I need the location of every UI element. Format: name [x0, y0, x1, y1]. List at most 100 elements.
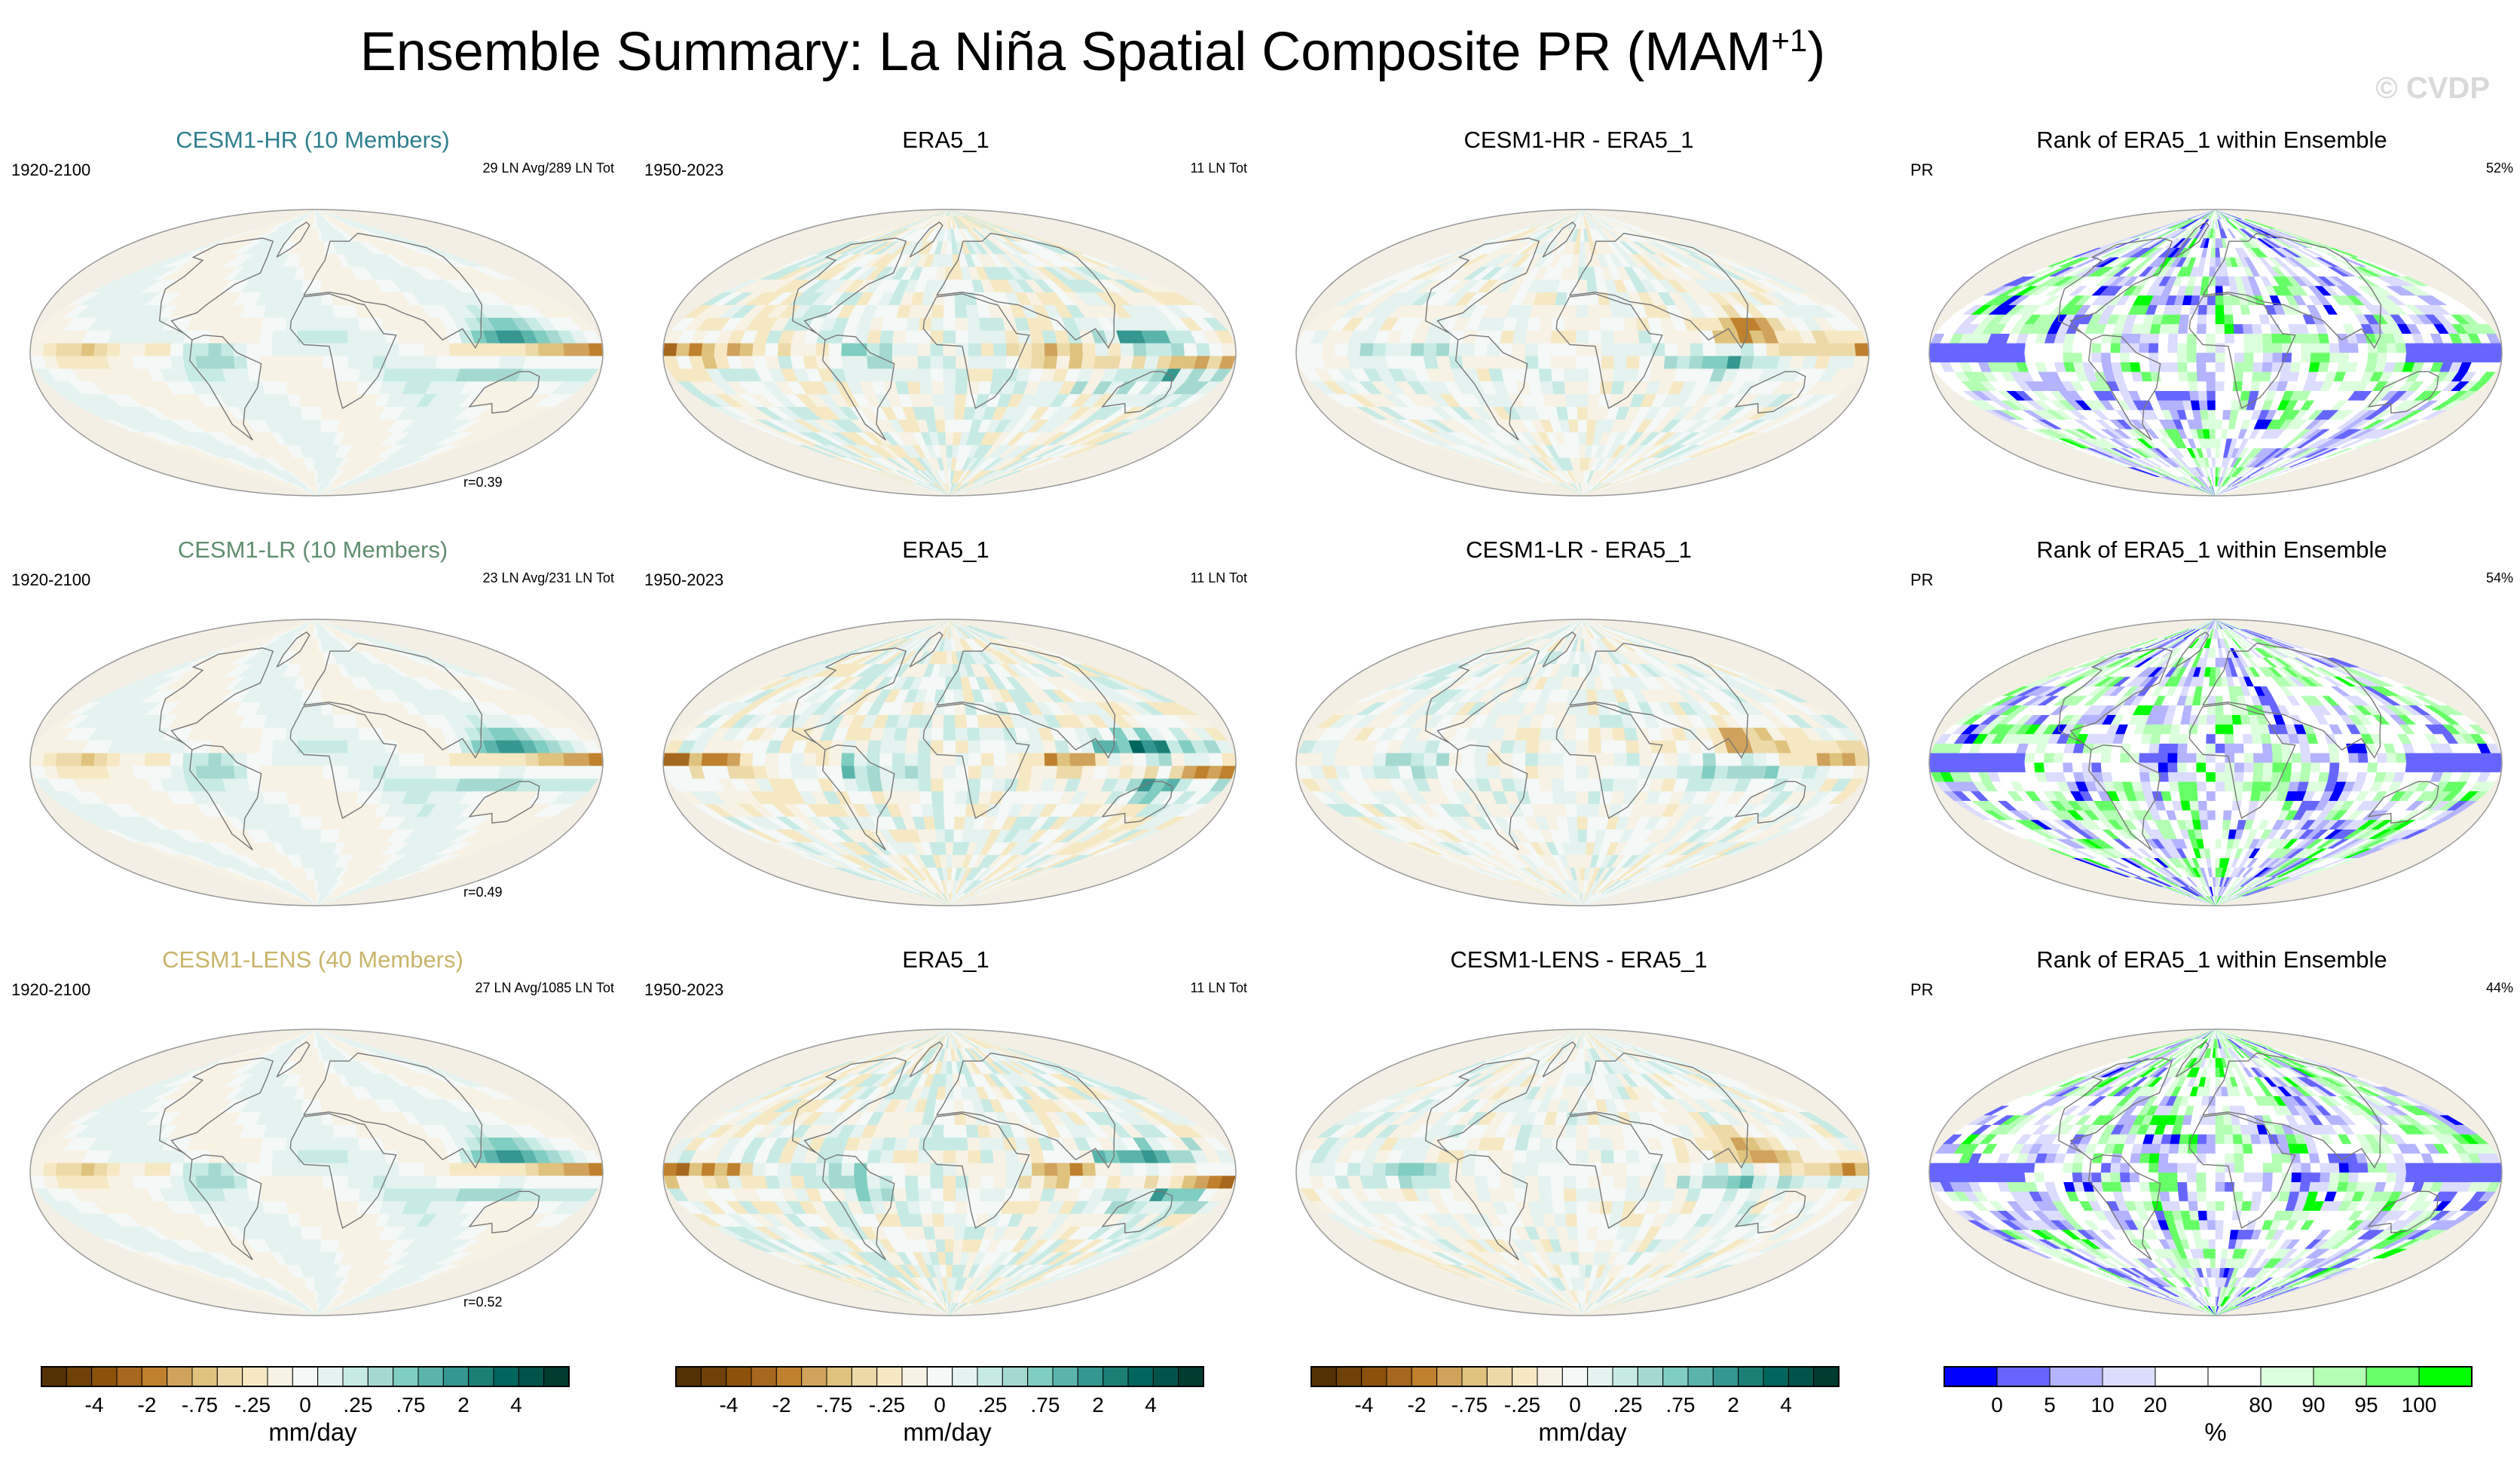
map-cell: [943, 368, 956, 382]
map-cell: [2148, 343, 2159, 353]
map-cell: [1537, 330, 1552, 344]
map-cell: [2253, 343, 2264, 353]
map-cell: [2005, 343, 2017, 353]
map-cell: [714, 343, 729, 356]
map-cell: [752, 343, 766, 356]
map-cesm1-lr: [29, 619, 604, 906]
map-cell: [310, 355, 323, 369]
map-cell: [2168, 323, 2180, 334]
map-cell: [298, 317, 311, 331]
map-cell: [358, 368, 374, 382]
map-cell: [931, 317, 944, 331]
map-cell: [1576, 368, 1589, 382]
map-cell: [234, 355, 248, 369]
map-cell: [2110, 352, 2121, 362]
map-cell: [978, 317, 993, 331]
map-cell: [360, 343, 375, 356]
map-cell: [2177, 333, 2188, 344]
map-cell: [2396, 352, 2407, 362]
map-cell: [195, 355, 210, 369]
map-cell: [2443, 343, 2454, 353]
map-cell: [2210, 448, 2216, 458]
map-cell: [2386, 343, 2397, 353]
map-cell: [2130, 362, 2142, 372]
map-cell: [1525, 368, 1541, 382]
map-cell: [2111, 333, 2123, 344]
coastline: [909, 221, 943, 258]
map-cell: [955, 317, 968, 331]
map-cell: [929, 209, 970, 216]
map-cell: [1018, 355, 1032, 369]
map-cell: [1550, 330, 1564, 344]
map-cell: [2180, 304, 2191, 315]
map-cell: [1057, 343, 1071, 356]
map-cell: [359, 330, 374, 344]
panel-title: CESM1-HR (10 Members): [176, 127, 450, 153]
map-cell: [2005, 352, 2017, 362]
map-cell: [1029, 330, 1045, 344]
map-cell: [2232, 314, 2243, 325]
map-cell: [1321, 343, 1336, 356]
map-cell: [398, 343, 412, 356]
panel-title: Rank of ERA5_1 within Ensemble: [2036, 127, 2387, 153]
map-cell: [2091, 343, 2103, 353]
map-cell: [2101, 362, 2114, 372]
map-cell: [2329, 352, 2340, 362]
map-cell: [1986, 352, 1998, 362]
map-cell: [1588, 330, 1602, 344]
map-cell: [68, 343, 83, 356]
map-cell: [1929, 352, 1940, 362]
map-cell: [943, 355, 956, 369]
map-cell: [2232, 381, 2243, 391]
map-cell: [287, 393, 301, 408]
map-cell: [1526, 317, 1542, 331]
map-cell: [2215, 295, 2225, 305]
map-cell: [2196, 323, 2207, 334]
map-cell: [1613, 330, 1628, 344]
map-cell: [271, 355, 286, 369]
map-cell: [2424, 343, 2436, 353]
map-cell: [1347, 343, 1362, 356]
map-cell: [1043, 355, 1058, 369]
map-cell: [2491, 352, 2502, 362]
map-cell: [2215, 314, 2225, 325]
map-cell: [310, 406, 323, 420]
map-cell: [1587, 406, 1599, 420]
map-cell: [2190, 400, 2200, 411]
map-cell: [1829, 343, 1844, 356]
map-cell: [2215, 333, 2225, 344]
map-cell: [954, 393, 968, 408]
map-cell: [2215, 343, 2225, 353]
map-cell: [955, 330, 969, 344]
map-cell: [347, 330, 362, 344]
map-cell: [1690, 343, 1704, 356]
map-cell: [777, 343, 792, 356]
map-cell: [323, 343, 336, 356]
map-cell: [1158, 343, 1173, 356]
map-cell: [119, 343, 133, 356]
map-cell: [2396, 343, 2407, 353]
map-cell: [2206, 314, 2216, 325]
map-cell: [2120, 362, 2132, 372]
map-cell: [1726, 355, 1742, 369]
map-cell: [1567, 419, 1579, 432]
map-cell: [2215, 304, 2225, 315]
map-cell: [310, 381, 323, 395]
map-cell: [2386, 352, 2397, 362]
map-cell: [301, 419, 313, 432]
map-cell: [208, 355, 223, 369]
map-cell: [42, 343, 57, 356]
map-cell: [1977, 352, 1988, 362]
map-cell: [310, 393, 323, 408]
map-cell: [803, 343, 817, 356]
map-cell: [310, 317, 323, 331]
map-cell: [2206, 323, 2216, 334]
map-cell: [2207, 390, 2216, 401]
map-cell: [828, 343, 843, 356]
map-cell: [2149, 323, 2162, 334]
coastline: [1455, 335, 1528, 441]
coastline: [303, 232, 483, 350]
map-cell: [1564, 381, 1577, 395]
cvdp-watermark: © CVDP: [2375, 72, 2490, 105]
map-cell: [1977, 343, 1988, 353]
